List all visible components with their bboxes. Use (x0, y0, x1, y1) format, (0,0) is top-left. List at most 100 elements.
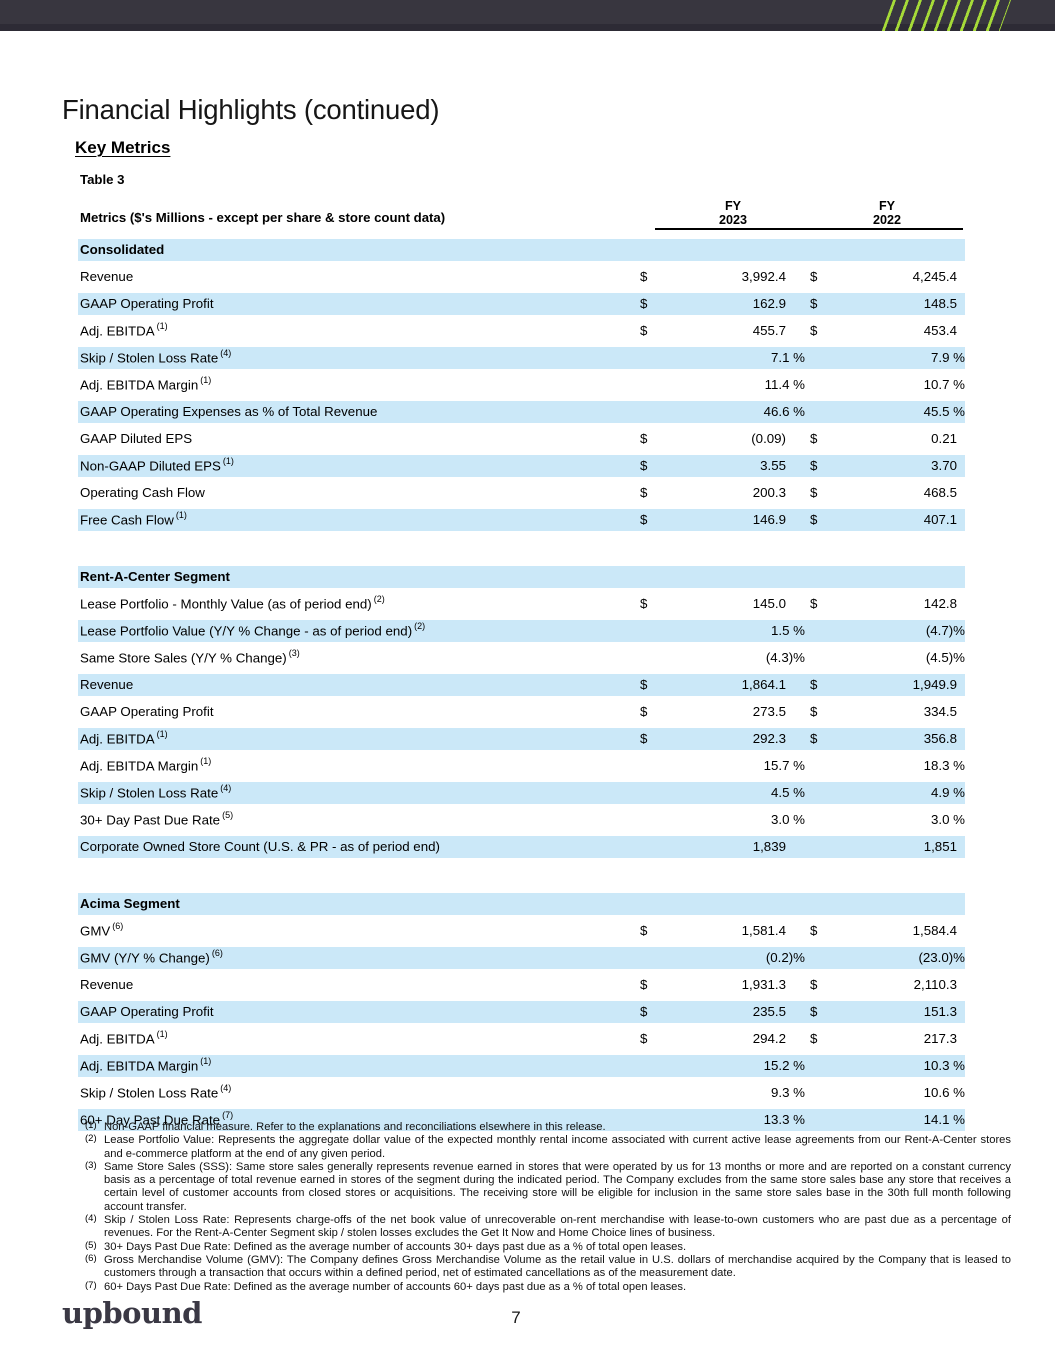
table-row: GMV (Y/Y % Change) (6) (0.2)% (23.0)% (78, 944, 965, 971)
value-fy2023: 1,864.1 (741, 677, 786, 692)
table-row: Skip / Stolen Loss Rate (4) 9.3 % 10.6 % (78, 1079, 965, 1106)
dollar-sign-fy2022: $ (810, 731, 818, 746)
value-fy2022: 3.0 % (930, 812, 965, 827)
row-label: GAAP Diluted EPS (80, 431, 193, 446)
row-label: GMV (6) (80, 921, 124, 939)
table-body: Consolidated Revenue $3,992.4 $4,245.4 GAAP … (78, 236, 965, 1133)
row-label: Skip / Stolen Loss Rate (4) (80, 783, 232, 801)
value-fy2022: 3.70 (931, 458, 957, 473)
dollar-sign-fy2023: $ (640, 512, 648, 527)
footnote-ref: (1) (175, 510, 187, 521)
footnote-ref: (2) (414, 621, 426, 632)
value-fy2023: 273.5 (752, 704, 786, 719)
value-fy2022: 217.3 (923, 1031, 957, 1046)
upbound-logo: upbound (62, 1296, 202, 1330)
value-fy2023: 4.5 % (770, 785, 805, 800)
dollar-sign-fy2023: $ (640, 677, 648, 692)
value-fy2023: 3.0 % (770, 812, 805, 827)
table-row: 30+ Day Past Due Rate (5) 3.0 % 3.0 % (78, 806, 965, 833)
footnote-ref: (4) (220, 1083, 232, 1094)
table-row: GAAP Operating Profit $273.5 $334.5 (78, 698, 965, 725)
table-row: Revenue $3,992.4 $4,245.4 (78, 263, 965, 290)
row-label: GMV (Y/Y % Change) (6) (80, 948, 223, 966)
dollar-sign-fy2023: $ (640, 431, 648, 446)
footnote-number: (5) (85, 1239, 97, 1251)
value-fy2022: 1,949.9 (912, 677, 957, 692)
value-fy2022: 1,584.4 (912, 923, 957, 938)
row-label: Free Cash Flow (1) (80, 510, 187, 528)
dollar-sign-fy2022: $ (810, 485, 818, 500)
row-label: 60+ Day Past Due Rate (7) (80, 1110, 234, 1128)
value-fy2023: 292.3 (752, 731, 786, 746)
row-label: Adj. EBITDA (1) (80, 1029, 168, 1047)
dollar-sign-fy2022: $ (810, 323, 818, 338)
fy-year: 2022 (872, 212, 902, 227)
value-fy2022: 4.9 % (930, 785, 965, 800)
row-label: GAAP Operating Profit (80, 704, 214, 719)
row-label: Corporate Owned Store Count (U.S. & PR -… (80, 839, 440, 854)
table-section: Rent-A-Center Segment Lease Portfolio - M… (78, 563, 965, 860)
footnote-number: (7) (85, 1279, 97, 1291)
table-row: Corporate Owned Store Count (U.S. & PR -… (78, 833, 965, 860)
table-row: GAAP Operating Profit $235.5 $151.3 (78, 998, 965, 1025)
dollar-sign-fy2023: $ (640, 296, 648, 311)
footnote-ref: (7) (222, 1110, 234, 1121)
value-fy2023: 13.3 % (763, 1112, 805, 1127)
row-label: Adj. EBITDA (1) (80, 321, 168, 339)
dollar-sign-fy2023: $ (640, 923, 648, 938)
row-label: Revenue (80, 677, 134, 692)
value-fy2022: (4.5)% (925, 650, 965, 665)
table-row: Adj. EBITDA Margin (1) 15.2 % 10.3 % (78, 1052, 965, 1079)
table-row: Revenue $1,931.3 $2,110.3 (78, 971, 965, 998)
dollar-sign-fy2023: $ (640, 704, 648, 719)
row-label: GAAP Operating Profit (80, 1004, 214, 1019)
table-row: GAAP Operating Profit $162.9 $148.5 (78, 290, 965, 317)
value-fy2022: 1,851 (923, 839, 957, 854)
footnote-text: Lease Portfolio Value: Represents the ag… (104, 1134, 1011, 1160)
row-label: Skip / Stolen Loss Rate (4) (80, 1083, 232, 1101)
value-fy2023: 455.7 (752, 323, 786, 338)
value-fy2022: (23.0)% (918, 950, 965, 965)
footnote: (1) Non-GAAP financial measure. Refer to … (85, 1120, 1011, 1134)
footnote-ref: (1) (200, 375, 212, 386)
key-metrics-heading: Key Metrics (75, 138, 171, 157)
row-label: Lease Portfolio Value (Y/Y % Change - as… (80, 621, 426, 639)
dollar-sign-fy2022: $ (810, 1004, 818, 1019)
footnote-ref: (4) (220, 783, 232, 794)
value-fy2023: 9.3 % (770, 1085, 805, 1100)
footnote-number: (3) (85, 1159, 97, 1171)
value-fy2022: 10.6 % (923, 1085, 965, 1100)
value-fy2023: 200.3 (752, 485, 786, 500)
value-fy2023: 146.9 (752, 512, 786, 527)
section-header-row: Consolidated (78, 236, 965, 263)
page-title: Financial Highlights (continued) (62, 94, 440, 125)
value-fy2022: 334.5 (923, 704, 957, 719)
header-rule (655, 228, 963, 230)
value-fy2023: 235.5 (752, 1004, 786, 1019)
footnote-ref: (1) (156, 729, 168, 740)
table-row: GMV (6) $1,581.4 $1,584.4 (78, 917, 965, 944)
footnote: (6) Gross Merchandise Volume (GMV): The C… (85, 1252, 1011, 1281)
value-fy2023: 1.5 % (770, 623, 805, 638)
value-fy2023: 15.7 % (763, 758, 805, 773)
fy-label: FY (724, 199, 742, 213)
value-fy2023: 162.9 (752, 296, 786, 311)
value-fy2023: 145.0 (752, 596, 786, 611)
row-label: 30+ Day Past Due Rate (5) (80, 810, 234, 828)
table-row: Skip / Stolen Loss Rate (4) 4.5 % 4.9 % (78, 779, 965, 806)
row-label: Adj. EBITDA (1) (80, 729, 168, 747)
dollar-sign-fy2022: $ (810, 1031, 818, 1046)
footnote-number: (4) (85, 1213, 97, 1225)
dollar-sign-fy2022: $ (810, 431, 818, 446)
footnote-ref: (1) (200, 1056, 212, 1067)
dollar-sign-fy2022: $ (810, 458, 818, 473)
footnote-ref: (6) (211, 948, 223, 959)
footnote-number: (6) (85, 1252, 97, 1264)
table-row: Free Cash Flow (1) $146.9 $407.1 (78, 506, 965, 533)
row-label: Skip / Stolen Loss Rate (4) (80, 348, 232, 366)
table-row: Adj. EBITDA Margin (1) 11.4 % 10.7 % (78, 371, 965, 398)
value-fy2023: 294.2 (752, 1031, 786, 1046)
table-section: Acima Segment GMV (6) $1,581.4 $1,584.4 GMV (… (78, 890, 965, 1133)
row-label: Revenue (80, 977, 134, 992)
